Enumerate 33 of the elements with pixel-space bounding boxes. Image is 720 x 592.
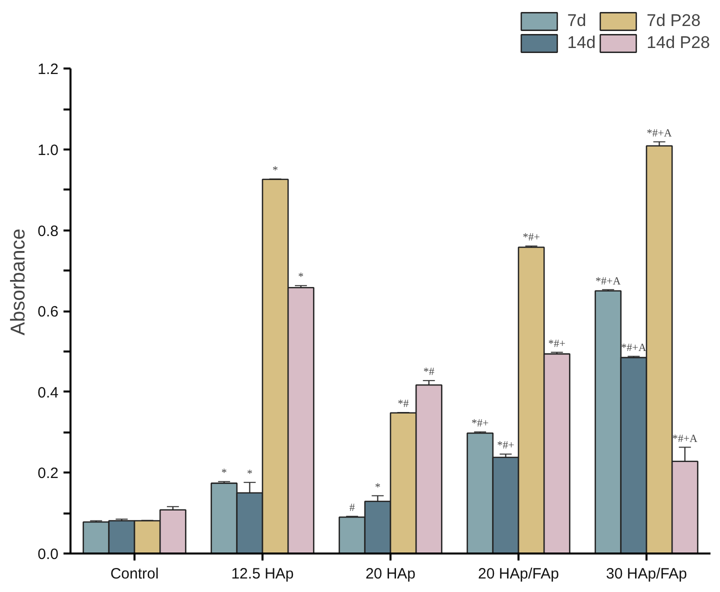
data-label: # bbox=[349, 502, 356, 514]
data-label: *#+A bbox=[672, 432, 698, 445]
data-label: * bbox=[298, 271, 304, 284]
x-tick-label: Control bbox=[110, 566, 159, 582]
data-label: *#+ bbox=[522, 232, 540, 244]
y-tick-label: 0.0 bbox=[38, 546, 59, 563]
y-tick-label: 0.6 bbox=[38, 304, 59, 321]
x-tick-label: 30 HAp/FAp bbox=[606, 566, 687, 582]
data-label: * bbox=[374, 481, 380, 494]
x-tick-label: 12.5 HAp bbox=[231, 566, 294, 582]
y-tick-label: 0.4 bbox=[38, 384, 59, 402]
x-tick-label: 20 HAp/FAp bbox=[478, 566, 559, 582]
data-label: * bbox=[221, 467, 227, 480]
y-tick-label: 1.0 bbox=[38, 142, 59, 159]
legend-label: 7d P28 bbox=[646, 11, 701, 31]
data-label: *#+ bbox=[497, 440, 514, 452]
y-axis-title: Absorbance bbox=[8, 228, 30, 336]
data-label: *#+A bbox=[621, 342, 646, 354]
x-tick-label: 20 HAp bbox=[365, 566, 416, 582]
legend-label: 7d bbox=[567, 11, 588, 31]
data-label: * bbox=[272, 164, 278, 177]
data-label: * bbox=[246, 468, 252, 480]
data-label: *# bbox=[423, 366, 435, 378]
data-label: *#+ bbox=[548, 338, 566, 350]
legend-label: 14d P28 bbox=[646, 33, 710, 53]
data-label: *#+A bbox=[596, 275, 621, 288]
data-label: *#+ bbox=[472, 417, 489, 430]
legend-label: 14d bbox=[567, 33, 596, 53]
y-tick-label: 0.2 bbox=[38, 465, 59, 482]
data-label: *# bbox=[398, 398, 410, 410]
y-tick-label: 0.8 bbox=[38, 222, 59, 240]
y-tick-label: 1.2 bbox=[38, 61, 59, 78]
data-label: *#+A bbox=[646, 127, 672, 140]
